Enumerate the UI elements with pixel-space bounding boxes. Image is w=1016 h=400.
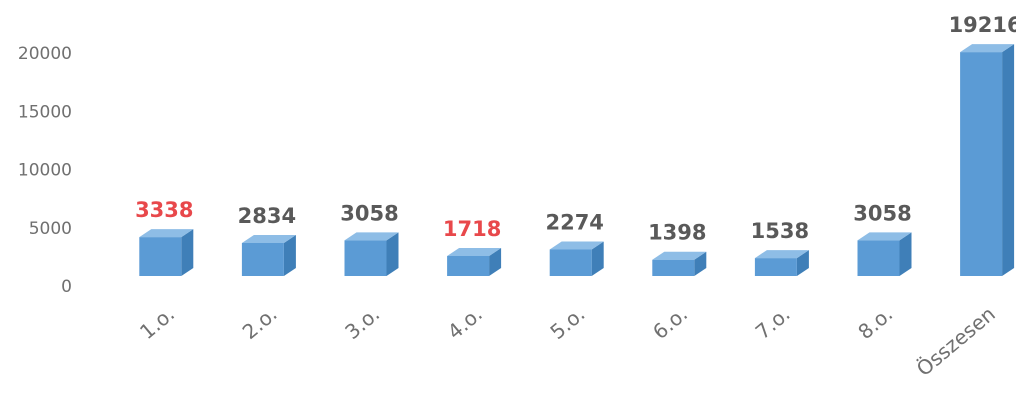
bar xyxy=(139,229,194,276)
bar-top xyxy=(447,247,502,256)
x-tick-label: 8.o. xyxy=(853,302,897,344)
x-tick-label: 2.o. xyxy=(238,302,282,344)
value-label: 2274 xyxy=(545,211,603,235)
x-tick-label: 6.o. xyxy=(648,302,692,344)
x-tick-label: 7.o. xyxy=(751,302,795,344)
y-tick-label: 10000 xyxy=(18,161,72,181)
x-tick-label: Összesen xyxy=(912,302,1000,381)
value-label: 3338 xyxy=(135,198,193,222)
bar xyxy=(447,247,502,276)
bar xyxy=(652,251,707,276)
y-tick-label: 0 xyxy=(61,277,72,297)
bar-top xyxy=(549,241,604,250)
y-tick-label: 15000 xyxy=(18,102,72,122)
x-tick-label: 5.o. xyxy=(545,302,589,344)
bar-top xyxy=(344,232,399,241)
bar-front xyxy=(139,237,182,276)
x-tick-label: 4.o. xyxy=(443,302,487,344)
bar-top xyxy=(139,229,194,238)
bar-top xyxy=(960,44,1015,53)
y-tick-label: 5000 xyxy=(29,219,72,239)
value-label: 3058 xyxy=(340,201,398,225)
bar-front xyxy=(960,52,1003,276)
bar-side xyxy=(489,247,502,276)
bar-side xyxy=(283,234,296,276)
bar xyxy=(549,241,604,276)
y-tick-label: 20000 xyxy=(18,44,72,64)
bar-front xyxy=(652,259,695,276)
bar-side xyxy=(796,250,809,276)
value-label: 2834 xyxy=(238,204,296,228)
value-label: 3058 xyxy=(853,201,911,225)
bar-front xyxy=(549,249,592,276)
bar-top xyxy=(754,250,809,259)
x-tick-label: 3.o. xyxy=(340,302,384,344)
bar-side xyxy=(386,232,399,276)
bar-front xyxy=(344,240,387,276)
bar-side xyxy=(1002,44,1015,276)
bar-top xyxy=(857,232,912,241)
bar-side xyxy=(899,232,912,276)
bar xyxy=(344,232,399,276)
bar-top xyxy=(652,251,707,260)
bar-front xyxy=(241,242,284,276)
value-label: 19216 xyxy=(949,13,1016,37)
bar xyxy=(857,232,912,276)
bar xyxy=(960,44,1015,276)
bar-top xyxy=(241,234,296,243)
x-tick-label: 1.o. xyxy=(135,302,179,344)
value-label: 1538 xyxy=(751,219,809,243)
bar-side xyxy=(181,229,194,276)
value-label: 1718 xyxy=(443,217,501,241)
bar-side xyxy=(591,241,604,276)
bar-front xyxy=(447,255,490,276)
bar-front xyxy=(754,258,797,276)
bar xyxy=(241,234,296,276)
bar-front xyxy=(857,240,900,276)
value-label: 1398 xyxy=(648,221,706,245)
bar xyxy=(754,250,809,276)
bar-side xyxy=(694,251,707,276)
